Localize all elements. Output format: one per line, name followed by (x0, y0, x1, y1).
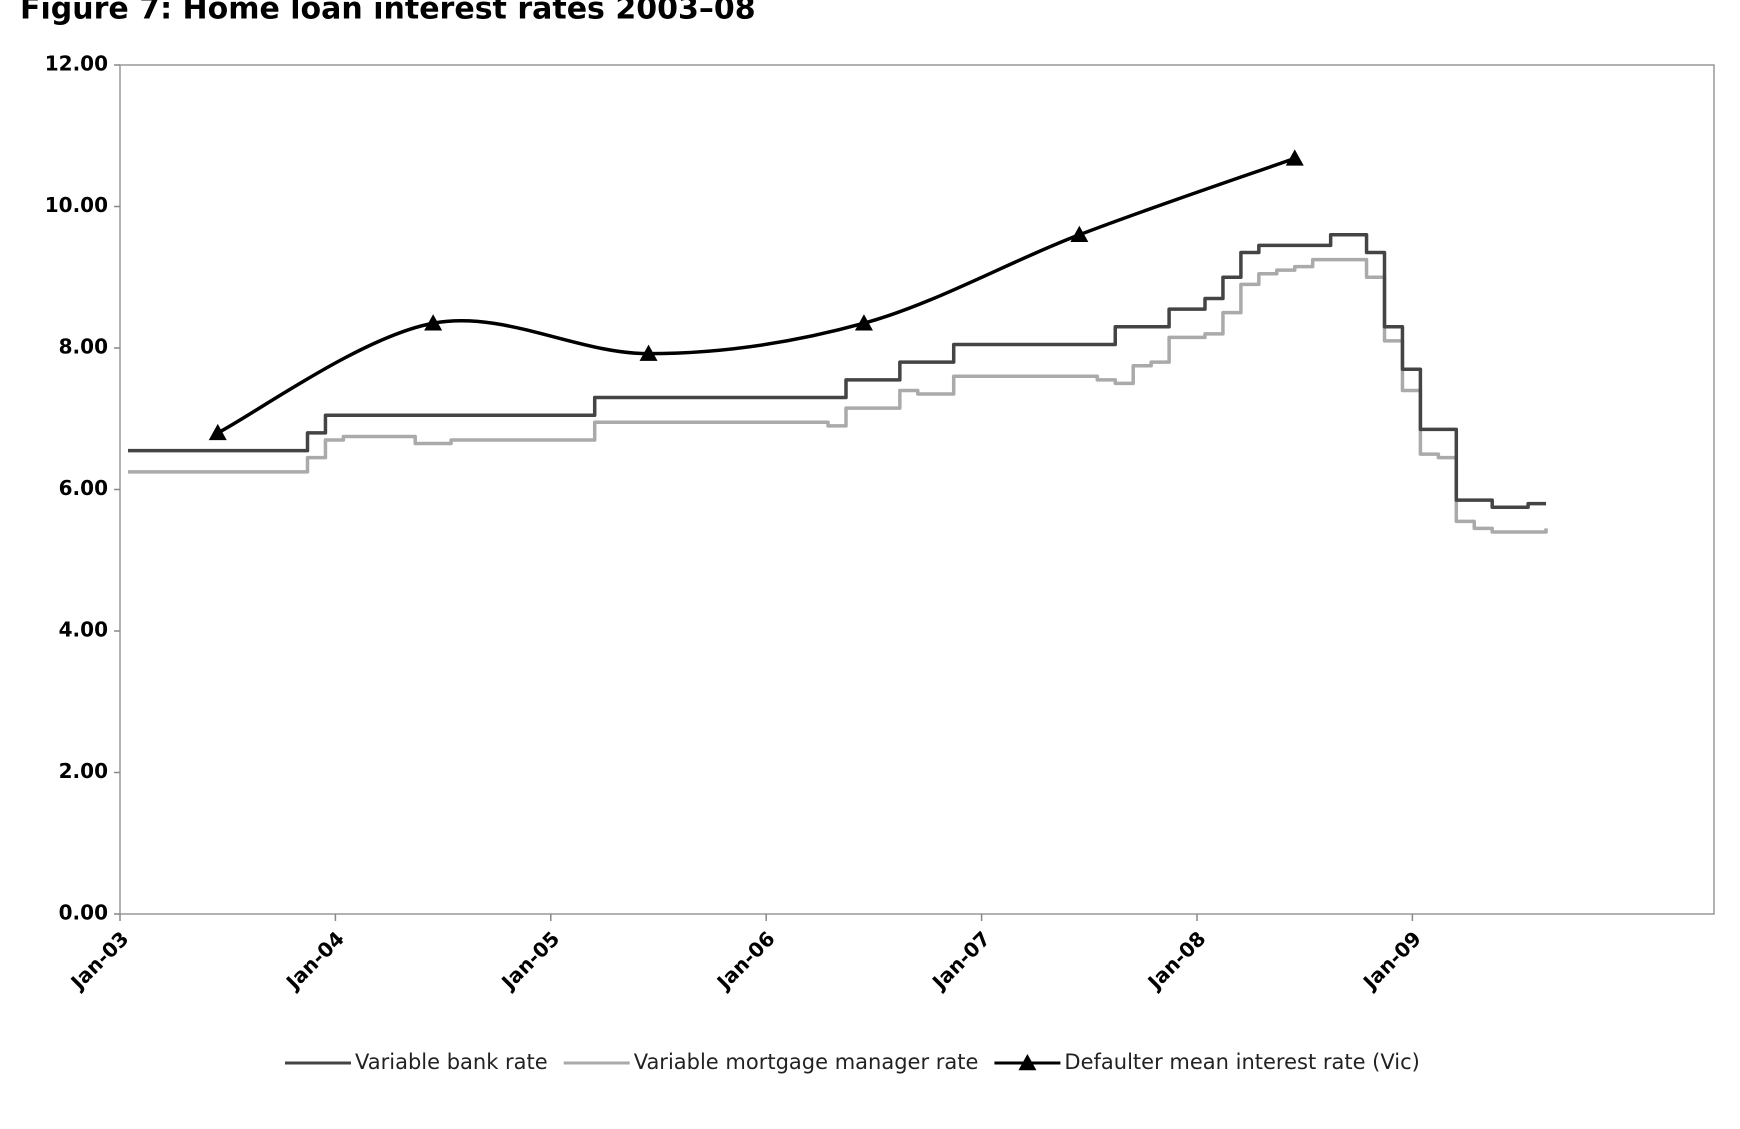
marker (639, 344, 658, 361)
y-tick-label: 4.00 (59, 618, 108, 642)
series-line (128, 233, 1547, 509)
y-tick-label: 10.00 (45, 193, 108, 217)
x-tick-label: Jan-08 (1142, 926, 1211, 995)
x-tick-label: Jan-06 (711, 926, 780, 995)
y-tick-label: 2.00 (59, 759, 108, 783)
series-line (128, 257, 1548, 534)
series-line (216, 156, 1296, 435)
plot-area (119, 64, 1715, 915)
x-tick-label: Jan-09 (1357, 926, 1426, 995)
x-tick-label: Jan-05 (495, 926, 564, 995)
y-tick-label: 6.00 (59, 476, 108, 500)
legend-label: Variable bank rate (355, 1050, 548, 1074)
marker (424, 314, 443, 331)
chart-title: Figure 7: Home loan interest rates 2003–… (20, 0, 756, 27)
y-tick-label: 8.00 (59, 335, 108, 359)
x-tick-label: Jan-03 (65, 926, 134, 995)
marker (854, 314, 873, 331)
marker (208, 423, 227, 441)
x-tick-label: Jan-07 (926, 926, 995, 995)
x-tick-label: Jan-04 (280, 926, 349, 995)
legend-label: Variable mortgage manager rate (634, 1050, 979, 1074)
legend-marker (1018, 1054, 1037, 1071)
marker (1070, 225, 1089, 242)
legend-label: Defaulter mean interest rate (Vic) (1064, 1050, 1419, 1074)
y-tick-label: 12.00 (45, 52, 108, 76)
marker (1285, 149, 1304, 166)
y-tick-label: 0.00 (59, 901, 108, 925)
